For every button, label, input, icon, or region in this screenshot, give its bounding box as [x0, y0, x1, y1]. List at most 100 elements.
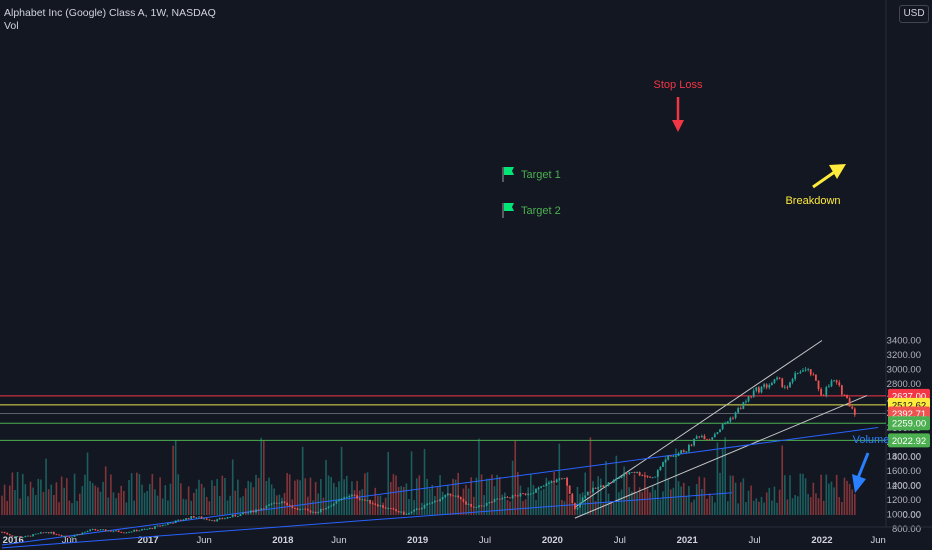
volume-bar	[791, 498, 794, 515]
candle-body	[742, 402, 745, 409]
volume-bar	[169, 483, 172, 515]
volume-bar	[778, 489, 781, 515]
volume-bar	[185, 499, 187, 515]
candle-body	[830, 380, 833, 387]
candle-body	[177, 519, 180, 521]
volume-bar	[24, 484, 27, 515]
volume-bar	[467, 488, 470, 515]
currency-button[interactable]: USD	[899, 5, 929, 23]
volume-bar	[413, 500, 415, 515]
volume-bar	[799, 473, 802, 515]
volume-bar	[89, 480, 91, 515]
candle-body	[610, 482, 613, 484]
candle-body	[185, 518, 187, 520]
candle-body	[410, 511, 413, 514]
price-tag-target-2[interactable]	[888, 433, 930, 448]
candle-body	[353, 494, 356, 496]
volume-bar	[628, 487, 631, 515]
candle-body	[301, 508, 304, 510]
volume-bar	[465, 484, 467, 515]
candle-body	[262, 508, 265, 510]
volume-bar	[830, 481, 833, 515]
candle-body	[654, 476, 657, 478]
candle-body	[187, 518, 190, 519]
candle-body	[133, 529, 136, 532]
volume-bar	[1, 495, 3, 515]
volume-bar	[537, 488, 540, 515]
volume-bar	[130, 473, 133, 515]
volume-bar	[27, 496, 29, 515]
candle-body	[755, 387, 758, 391]
candle-body	[698, 436, 701, 438]
target-1-label: Target 1	[521, 169, 561, 181]
candle-body	[195, 517, 198, 519]
volume-bar	[711, 495, 714, 515]
candle-body	[729, 417, 732, 422]
volume-indicator-label[interactable]: Vol	[4, 20, 19, 32]
candle-body	[122, 532, 125, 534]
candle-body	[130, 531, 133, 533]
volume-bar	[460, 498, 462, 515]
candle-body	[102, 529, 104, 531]
candle-body	[200, 516, 203, 519]
candle-body	[208, 519, 211, 521]
volume-bar	[773, 486, 776, 515]
target-1-flag-icon	[504, 167, 514, 175]
candle-body	[675, 455, 677, 457]
candle-body	[739, 408, 742, 409]
breakdown-arrow-shaft	[812, 169, 837, 189]
candle-body	[213, 520, 216, 522]
candle-body	[369, 499, 371, 504]
volume-bar	[146, 490, 148, 515]
trendline-wedge-lower[interactable]	[1, 492, 733, 549]
volume-bar	[561, 499, 563, 515]
volume-bar	[457, 472, 460, 515]
candle-body	[433, 500, 436, 502]
candle-body	[405, 514, 408, 515]
candle-body	[592, 488, 594, 493]
volume-bar	[229, 495, 231, 515]
price-tick-label: 3400.00	[887, 336, 921, 347]
volume-bar	[802, 473, 804, 515]
candle-body	[325, 508, 327, 510]
trendline-channel-lower[interactable]	[574, 395, 868, 519]
candle-body	[576, 507, 579, 510]
volume-bar	[154, 489, 156, 515]
volume-bar	[112, 492, 115, 515]
candle-body	[286, 502, 289, 506]
symbol-title[interactable]: Alphabet Inc (Google) Class A, 1W, NASDA…	[4, 7, 216, 19]
candle-body	[39, 532, 42, 534]
candle-body	[63, 535, 66, 537]
candle-body	[649, 476, 651, 478]
volume-bar	[724, 437, 727, 515]
candle-body	[374, 503, 377, 505]
volume-bar	[387, 451, 390, 515]
price-tag-target-1[interactable]	[888, 416, 930, 431]
candle-body	[524, 493, 527, 495]
volume-bar	[519, 485, 522, 515]
candle-body	[778, 377, 781, 379]
volume-bar	[685, 496, 688, 515]
candle-body	[496, 498, 498, 500]
price-tick-label: 2800.00	[887, 379, 921, 390]
volume-bar	[218, 496, 221, 515]
candle-body	[713, 434, 716, 438]
volume-bar	[695, 483, 698, 515]
candle-body	[143, 529, 146, 530]
candle-body	[724, 423, 727, 425]
volume-bar	[498, 476, 501, 515]
candle-body	[239, 513, 242, 517]
volume-bar	[524, 499, 527, 515]
volume-bar	[296, 479, 299, 515]
candle-body	[371, 503, 374, 505]
candle-body	[602, 485, 605, 488]
volume-bar	[555, 485, 558, 515]
candle-body	[402, 511, 405, 515]
volume-bar	[239, 497, 242, 515]
candle-body	[615, 478, 618, 480]
candle-body	[439, 499, 441, 502]
volume-bar	[483, 495, 485, 515]
volume-bar	[332, 482, 335, 515]
trendline-wedge-upper[interactable]	[1, 427, 879, 546]
